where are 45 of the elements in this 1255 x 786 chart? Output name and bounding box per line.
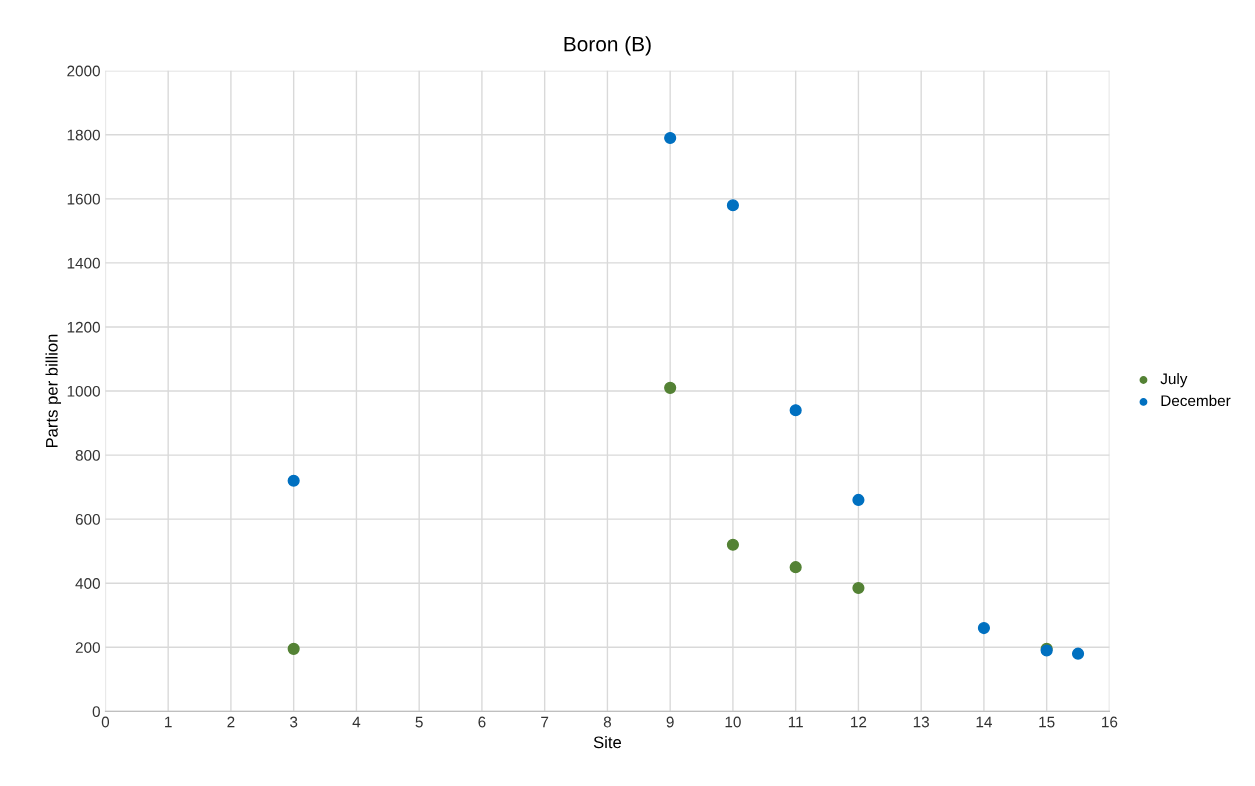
y-tick-label: 0	[92, 706, 100, 718]
point	[664, 381, 677, 394]
y-tick-label: 1000	[67, 385, 100, 397]
x-tick-label: 4	[352, 716, 361, 728]
y-axis-title: Parts per billion	[45, 334, 62, 448]
point	[287, 474, 300, 487]
point	[977, 621, 990, 635]
point	[1071, 647, 1085, 660]
y-tick-label: 1600	[67, 193, 100, 205]
x-tick-label: 1	[165, 716, 172, 728]
y-tick-label: 600	[75, 514, 100, 525]
x-tick-label: 8	[603, 716, 611, 728]
x-tick-label: 12	[851, 716, 867, 728]
x-tick-label: 16	[1102, 716, 1118, 728]
x-tick-label: 3	[290, 716, 298, 728]
x-tick-label: 11	[788, 716, 803, 728]
y-tick-label: 1800	[67, 129, 100, 141]
point	[852, 581, 865, 595]
point	[287, 642, 300, 655]
x-tick-label: 6	[478, 716, 486, 728]
x-tick-label: 15	[1039, 716, 1055, 728]
chart-title: Boron (B)	[564, 36, 651, 56]
x-tick-label: 10	[725, 716, 741, 728]
point	[726, 538, 739, 551]
x-axis-title: Site	[593, 735, 622, 749]
legend-label: July	[1160, 372, 1188, 388]
y-tick-label: 2000	[67, 65, 100, 77]
x-tick-label: 5	[415, 716, 423, 728]
point	[664, 131, 677, 145]
point	[852, 493, 865, 507]
x-tick-label: 14	[976, 716, 992, 728]
x-tick-label: 0	[101, 716, 110, 728]
y-tick-label: 1200	[67, 321, 100, 333]
y-tick-label: 200	[75, 642, 100, 653]
x-tick-label: 7	[541, 716, 549, 728]
point	[789, 561, 802, 574]
point	[789, 404, 802, 417]
y-tick-label: 1400	[67, 257, 100, 269]
y-tick-label: 400	[75, 578, 100, 589]
x-tick-label: 9	[666, 716, 674, 728]
y-tick-label: 800	[75, 449, 100, 461]
x-tick-label: 2	[227, 716, 235, 728]
legend-label: December	[1161, 394, 1231, 407]
x-tick-label: 13	[913, 716, 929, 728]
point	[726, 199, 739, 212]
